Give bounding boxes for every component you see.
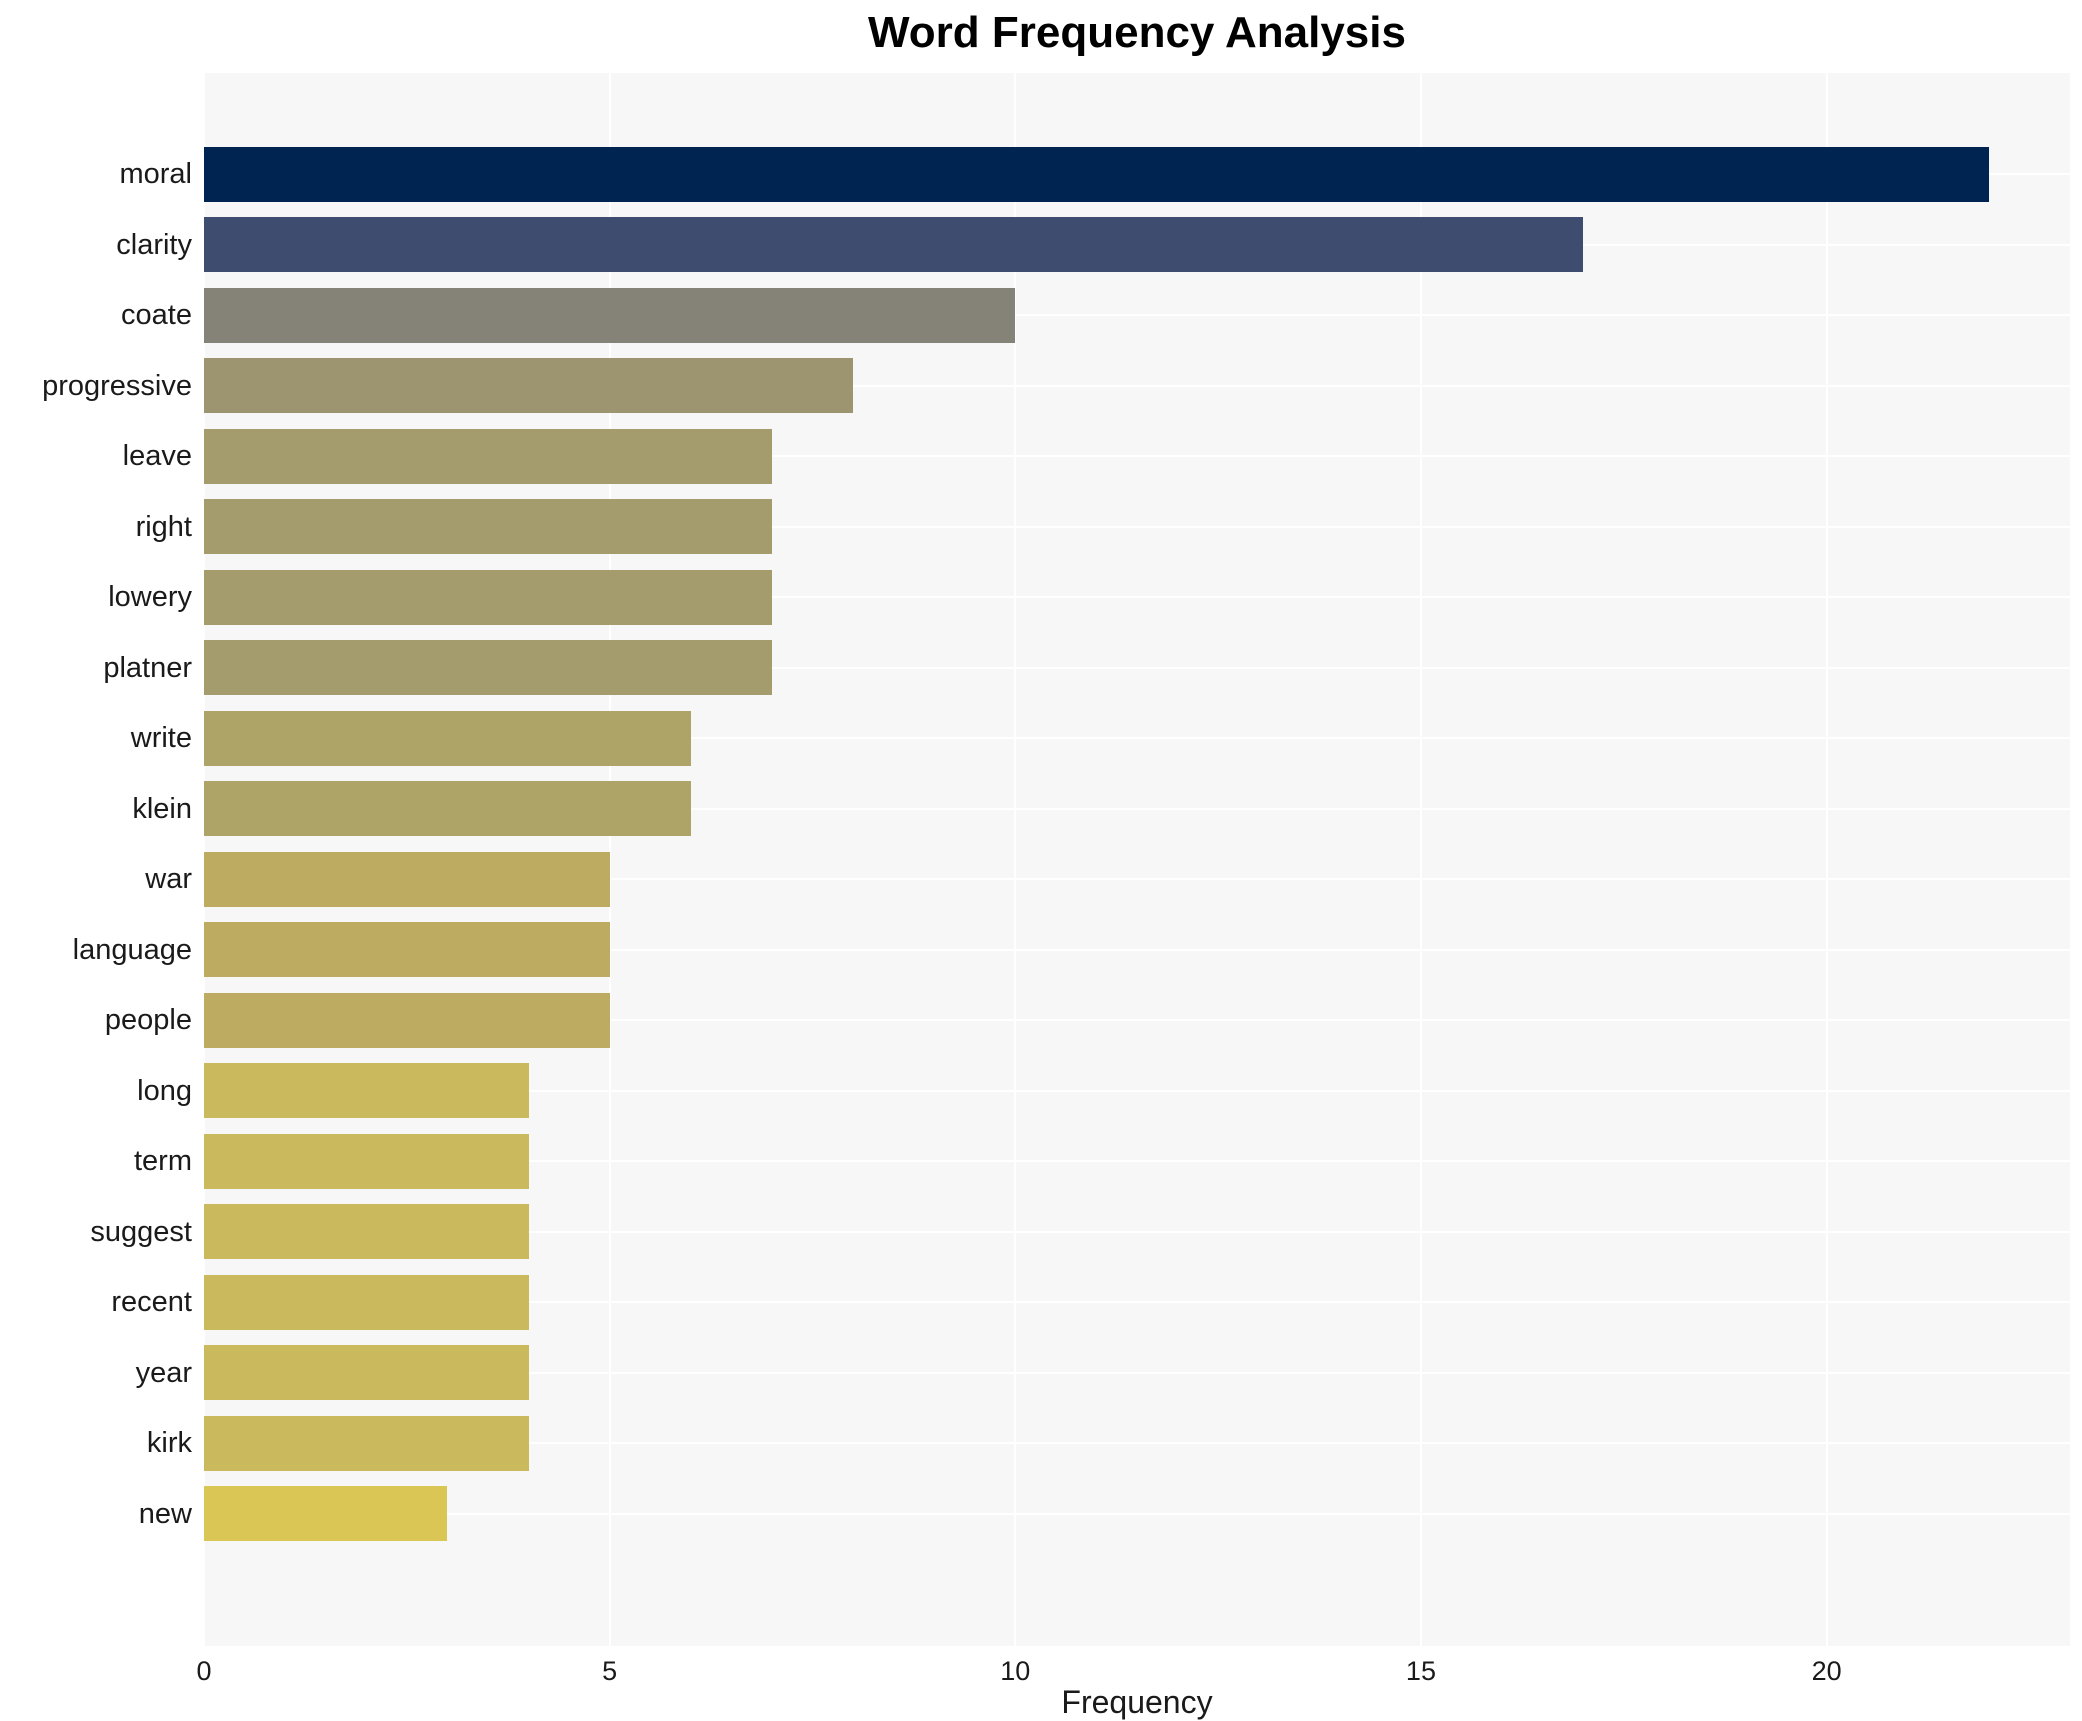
gridline-vertical [1419, 73, 1422, 1646]
x-tick-label: 0 [196, 1656, 212, 1686]
bar-moral [204, 146, 1989, 202]
gridline-horizontal [204, 525, 2070, 528]
gridline-horizontal [204, 1160, 2070, 1163]
x-tick-label: 15 [1405, 1656, 1436, 1686]
bar-platner [204, 640, 772, 696]
bar-year [204, 1345, 529, 1401]
gridline-horizontal [204, 1089, 2070, 1092]
y-tick-label: lowery [108, 581, 192, 614]
x-axis-title: Frequency [1061, 1684, 1213, 1720]
bar-new [204, 1486, 448, 1542]
gridline-horizontal [204, 596, 2070, 599]
bar-war [204, 851, 610, 907]
bar-right [204, 499, 772, 555]
bar-long [204, 1063, 529, 1119]
y-tick-label: write [130, 722, 192, 755]
y-tick-label: moral [119, 158, 192, 191]
bar-leave [204, 428, 772, 484]
y-tick-label: leave [122, 440, 192, 473]
bar-lowery [204, 569, 772, 625]
bar-language [204, 922, 610, 978]
y-tick-label: right [135, 510, 192, 543]
gridline-horizontal [204, 384, 2070, 387]
bar-kirk [204, 1415, 529, 1471]
bar-coate [204, 287, 1016, 343]
y-tick-label: kirk [146, 1427, 192, 1460]
y-tick-label: clarity [116, 228, 192, 261]
gridline-horizontal [204, 878, 2070, 881]
x-tick-label: 10 [1000, 1656, 1031, 1686]
gridline-horizontal [204, 666, 2070, 669]
y-tick-label: platner [103, 651, 192, 684]
bar-recent [204, 1274, 529, 1330]
bar-people [204, 992, 610, 1048]
y-tick-label: year [135, 1356, 192, 1389]
x-tick-label: 20 [1811, 1656, 1842, 1686]
bar-progressive [204, 358, 854, 414]
y-tick-label: suggest [90, 1215, 192, 1248]
y-tick-label: long [137, 1074, 192, 1107]
gridline-horizontal [204, 807, 2070, 810]
gridline-vertical [608, 73, 611, 1646]
y-tick-label: progressive [42, 369, 192, 402]
y-tick-label: term [134, 1145, 192, 1178]
bar-suggest [204, 1204, 529, 1260]
gridline-vertical [1014, 73, 1017, 1646]
gridline-horizontal [204, 1301, 2070, 1304]
gridline-horizontal [204, 1442, 2070, 1445]
x-tick-label: 5 [602, 1656, 618, 1686]
gridline-horizontal [204, 1230, 2070, 1233]
plot-area [203, 73, 2070, 1646]
y-tick-label: people [104, 1004, 192, 1037]
gridline-horizontal [204, 1512, 2070, 1515]
gridline-horizontal [204, 737, 2070, 740]
bar-clarity [204, 217, 1584, 273]
gridline-horizontal [204, 948, 2070, 951]
gridline-horizontal [204, 1371, 2070, 1374]
gridline-horizontal [204, 1019, 2070, 1022]
gridline-horizontal [204, 455, 2070, 458]
y-tick-label: recent [111, 1286, 192, 1319]
y-tick-label: war [145, 863, 192, 896]
y-tick-label: language [72, 933, 192, 966]
gridline-vertical [1825, 73, 1828, 1646]
bar-klein [204, 781, 691, 837]
bar-write [204, 710, 691, 766]
y-tick-label: coate [121, 299, 192, 332]
chart-title: Word Frequency Analysis [868, 8, 1406, 57]
y-tick-label: new [138, 1497, 192, 1530]
bar-term [204, 1133, 529, 1189]
y-tick-label: klein [132, 792, 192, 825]
gridline-horizontal [204, 314, 2070, 317]
